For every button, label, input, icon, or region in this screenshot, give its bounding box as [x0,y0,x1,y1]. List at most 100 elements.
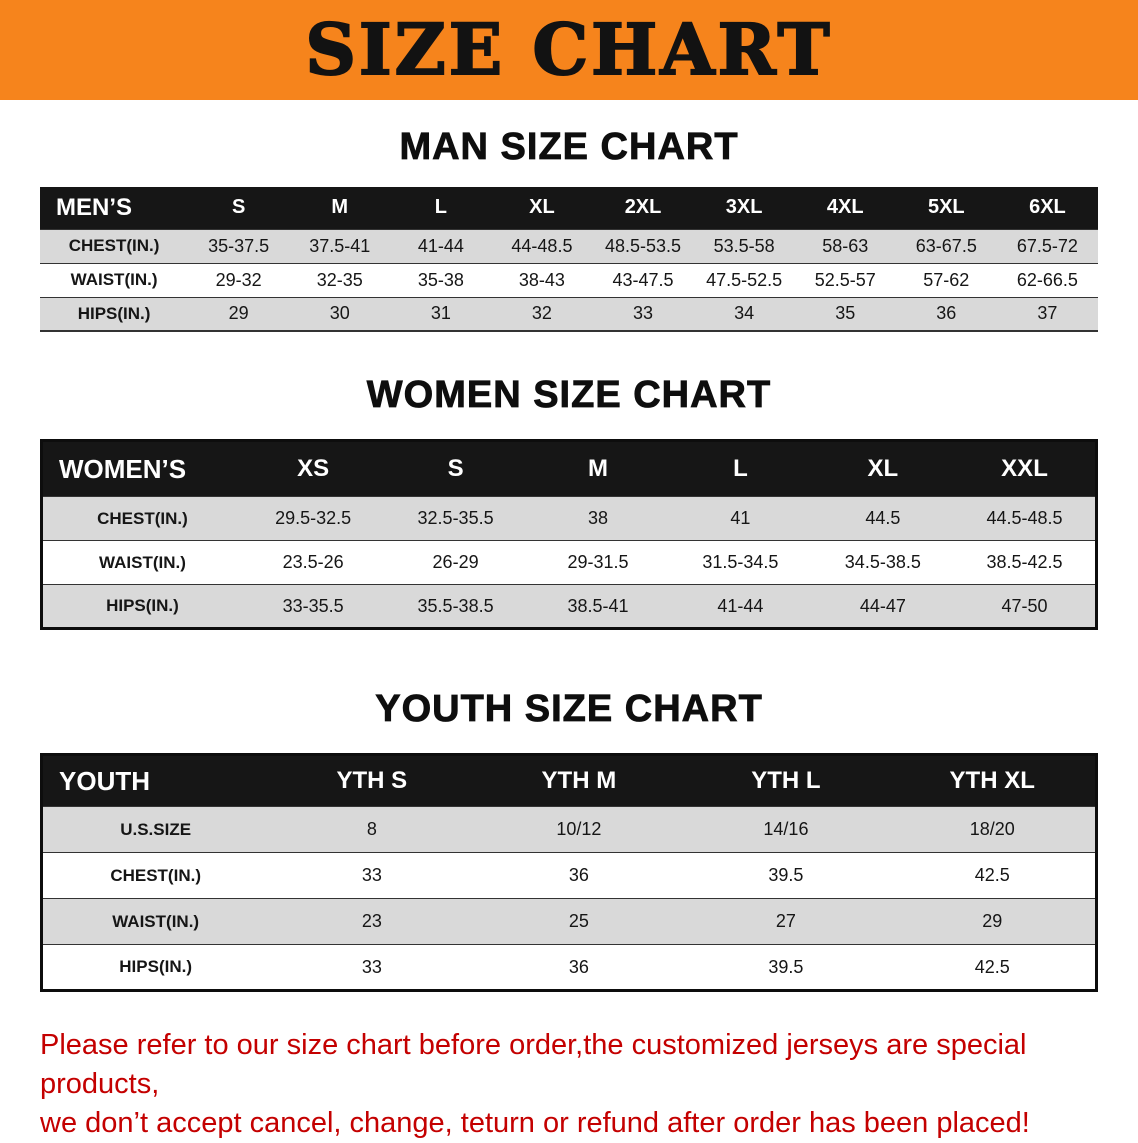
size-header-cell: XS [241,440,385,497]
value-cell: 32.5-35.5 [384,496,527,541]
value-cell: 36 [895,296,997,331]
youth-size-table: YOUTH YTH S YTH M YTH L YTH XL U.S.SIZE 8 10/12… [40,753,1098,992]
row-label-cell: HIPS(IN.) [40,296,189,331]
table-row: CHEST(IN.) 33 36 39.5 42.5 [41,852,1097,899]
row-label-cell: HIPS(IN.) [41,584,242,629]
value-cell: 39.5 [682,852,890,899]
value-cell: 34.5-38.5 [811,540,955,585]
value-cell: 23.5-26 [241,540,385,585]
womens-size-table: WOMEN’S XS S M L XL XXL CHEST(IN.) 29.5-32.5 32.5… [40,439,1098,630]
order-disclaimer-text: Please refer to our size chart before or… [40,1026,1098,1143]
value-cell: 44-48.5 [491,228,593,263]
table-row: HIPS(IN.) 33-35.5 35.5-38.5 38.5-41 41-44 44-… [41,584,1097,629]
value-cell: 29-31.5 [526,540,670,585]
value-cell: 41-44 [390,228,492,263]
value-cell: 18/20 [889,806,1097,853]
size-header-cell: M [526,440,670,497]
value-cell: 14/16 [682,806,890,853]
value-cell: 44.5-48.5 [954,496,1097,541]
youth-size-chart-heading: YOUTH SIZE CHART [375,688,763,731]
value-cell: 37 [996,296,1098,331]
value-cell: 33 [592,296,694,331]
value-cell: 29 [188,296,290,331]
value-cell: 42.5 [889,852,1097,899]
value-cell: 63-67.5 [895,228,997,263]
table-title-cell: MEN’S [40,187,189,229]
size-header-cell: S [188,187,290,229]
value-cell: 35-37.5 [188,228,290,263]
table-row: CHEST(IN.) 35-37.5 37.5-41 41-44 44-48.5 48.5… [40,228,1098,263]
value-cell: 34 [693,296,795,331]
value-cell: 57-62 [895,262,997,297]
disclaimer-line-2: we don’t accept cancel, change, teturn o… [40,1107,1030,1140]
value-cell: 30 [289,296,391,331]
value-cell: 62-66.5 [996,262,1098,297]
value-cell: 33-35.5 [241,584,385,629]
value-cell: 27 [682,898,890,945]
value-cell: 35-38 [390,262,492,297]
value-cell: 38-43 [491,262,593,297]
value-cell: 58-63 [794,228,896,263]
value-cell: 67.5-72 [996,228,1098,263]
table-title-cell: WOMEN’S [41,440,242,497]
value-cell: 31.5-34.5 [669,540,812,585]
size-header-cell: YTH XL [889,754,1097,807]
size-chart-banner: SIZE CHART [0,0,1138,100]
table-row: U.S.SIZE 8 10/12 14/16 18/20 [41,806,1097,853]
women-size-chart-heading: WOMEN SIZE CHART [366,374,772,417]
size-header-cell: YTH S [268,754,476,807]
man-size-chart-heading: MAN SIZE CHART [399,126,739,169]
row-label-cell: CHEST(IN.) [41,852,269,899]
value-cell: 41-44 [669,584,812,629]
size-header-cell: M [289,187,391,229]
size-header-cell: 4XL [794,187,896,229]
table-header-row: YOUTH YTH S YTH M YTH L YTH XL [41,754,1097,807]
row-label-cell: CHEST(IN.) [41,496,242,541]
disclaimer-line-1: Please refer to our size chart before or… [40,1029,1027,1101]
row-label-cell: WAIST(IN.) [40,262,189,297]
size-header-cell: XL [491,187,593,229]
size-chart-content: MAN SIZE CHART MEN’S S M L XL 2XL 3XL 4XL 5XL 6XL… [0,126,1138,1143]
size-header-cell: YTH L [682,754,890,807]
value-cell: 52.5-57 [794,262,896,297]
table-title-cell: YOUTH [41,754,269,807]
value-cell: 35.5-38.5 [384,584,527,629]
row-label-cell: WAIST(IN.) [41,540,242,585]
value-cell: 23 [268,898,476,945]
row-label-cell: U.S.SIZE [41,806,269,853]
value-cell: 39.5 [682,944,890,991]
value-cell: 32 [491,296,593,331]
table-row: WAIST(IN.) 23.5-26 26-29 29-31.5 31.5-34.5 34… [41,540,1097,585]
table-header-row: WOMEN’S XS S M L XL XXL [41,440,1097,497]
value-cell: 8 [268,806,476,853]
value-cell: 29.5-32.5 [241,496,385,541]
value-cell: 33 [268,852,476,899]
value-cell: 35 [794,296,896,331]
size-header-cell: 6XL [996,187,1098,229]
size-header-cell: 5XL [895,187,997,229]
value-cell: 31 [390,296,492,331]
size-header-cell: XL [811,440,955,497]
table-row: WAIST(IN.) 23 25 27 29 [41,898,1097,945]
table-row: HIPS(IN.) 33 36 39.5 42.5 [41,944,1097,991]
value-cell: 38.5-41 [526,584,670,629]
value-cell: 10/12 [475,806,683,853]
size-header-cell: S [384,440,527,497]
size-header-cell: 3XL [693,187,795,229]
value-cell: 36 [475,944,683,991]
value-cell: 53.5-58 [693,228,795,263]
value-cell: 36 [475,852,683,899]
row-label-cell: WAIST(IN.) [41,898,269,945]
value-cell: 43-47.5 [592,262,694,297]
size-header-cell: L [669,440,812,497]
value-cell: 38 [526,496,670,541]
value-cell: 47-50 [954,584,1097,629]
size-header-cell: YTH M [475,754,683,807]
table-row: WAIST(IN.) 29-32 32-35 35-38 38-43 43-47.5 47.… [40,262,1098,297]
table-row: CHEST(IN.) 29.5-32.5 32.5-35.5 38 41 44.5 44.5… [41,496,1097,541]
value-cell: 32-35 [289,262,391,297]
value-cell: 42.5 [889,944,1097,991]
size-header-cell: XXL [954,440,1097,497]
value-cell: 26-29 [384,540,527,585]
value-cell: 25 [475,898,683,945]
